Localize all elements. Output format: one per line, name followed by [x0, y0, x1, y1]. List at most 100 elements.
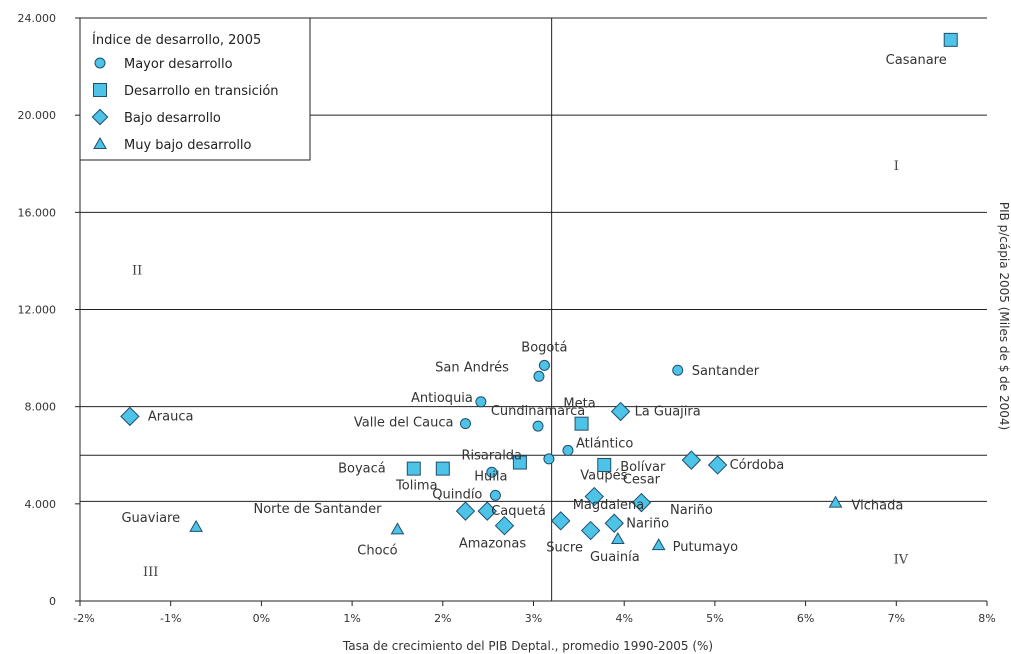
x-tick-label: -2%: [73, 612, 94, 625]
data-point-diamond: [494, 515, 515, 536]
data-point-square: [512, 455, 527, 470]
legend-entry-label: Desarrollo en transición: [124, 84, 279, 99]
data-points: [120, 32, 958, 551]
x-tick-label: 6%: [797, 612, 814, 625]
quadrant-label: IV: [894, 553, 909, 568]
x-axis-title: Tasa de crecimiento del PIB Deptal., pro…: [342, 639, 713, 653]
point-label: Bolívar: [620, 460, 666, 475]
point-label: Putumayo: [673, 540, 739, 555]
data-point-circle: [533, 370, 545, 382]
data-point-diamond: [120, 406, 140, 427]
data-point-circle: [489, 489, 501, 501]
point-label: Vichada: [852, 499, 904, 514]
legend: Índice de desarrollo, 2005 Mayor desarrol…: [79, 17, 311, 161]
data-point-circle: [562, 444, 574, 456]
x-tick-label: 5%: [706, 612, 723, 625]
y-tick-label: 4.000: [25, 498, 57, 511]
y-tick-label: 24.000: [18, 12, 57, 25]
tick-labels: -2% -1% 0% 1% 2% 3% 4% 5% 6% 7% 8% 0 4.000 8.000 12.00…: [18, 12, 996, 625]
data-point-square: [574, 416, 589, 431]
point-label: Nariño: [626, 516, 669, 531]
data-point-square: [597, 457, 612, 472]
data-point-diamond: [707, 455, 728, 475]
data-point-circle: [486, 466, 498, 478]
data-point-circle: [538, 359, 550, 371]
point-label: La Guajira: [635, 405, 701, 420]
data-point-triangle: [828, 495, 843, 508]
data-point-circle: [532, 420, 544, 432]
data-point-square: [406, 461, 421, 476]
data-point-diamond: [551, 511, 571, 531]
point-label: Cesar: [623, 473, 661, 488]
point-label: Nariño: [670, 503, 713, 518]
legend-title: Índice de desarrollo, 2005: [92, 32, 261, 48]
x-tick-label: 1%: [343, 612, 360, 625]
x-tick-label: 7%: [888, 612, 905, 625]
y-axis-title: PIB p/cápia 2005 (Miles de $ de 2004): [997, 202, 1011, 430]
legend-marker-circle: [94, 57, 106, 69]
x-tick-label: 2%: [434, 612, 451, 625]
data-point-triangle: [651, 538, 666, 551]
point-label: Córdoba: [730, 458, 785, 473]
x-tick-label: 8%: [978, 612, 995, 625]
point-label: Sucre: [546, 541, 583, 556]
x-tick-label: 4%: [615, 612, 632, 625]
point-label: Guainía: [590, 550, 640, 565]
point-label: Quindío: [432, 487, 482, 502]
data-point-diamond: [580, 520, 601, 541]
data-point-diamond: [584, 486, 604, 507]
y-tick-label: 16.000: [18, 206, 57, 219]
point-label: Valle del Cauca: [354, 416, 454, 431]
quadrant-label: III: [143, 565, 158, 580]
legend-entry-label: Muy bajo desarrollo: [124, 138, 252, 153]
y-tick-label: 12.000: [18, 304, 57, 317]
point-label: Amazonas: [459, 537, 527, 552]
point-label: Meta: [563, 397, 595, 412]
point-label: San Andrés: [435, 360, 509, 375]
data-point-circle: [672, 364, 684, 376]
legend-entry-label: Bajo desarrollo: [124, 111, 221, 126]
data-point-circle: [475, 396, 487, 408]
point-label: Cundinamarca: [491, 404, 585, 419]
point-label: Atlántico: [576, 436, 633, 451]
quadrant-label: II: [132, 264, 142, 279]
y-tick-label: 20.000: [18, 109, 57, 122]
point-label: Boyacá: [338, 462, 386, 477]
legend-box: [79, 17, 311, 161]
point-label: Magdalena: [573, 498, 644, 513]
data-point-diamond: [631, 492, 652, 513]
point-label: Norte de Santander: [253, 502, 382, 517]
point-label: Bogotá: [521, 340, 567, 355]
point-label: Risaralda: [462, 448, 523, 463]
point-label: Arauca: [148, 409, 194, 424]
data-point-circle: [543, 453, 555, 465]
y-tick-label: 8.000: [25, 401, 57, 414]
y-tick-label: 0: [49, 595, 56, 608]
legend-entry-label: Mayor desarrollo: [124, 57, 233, 72]
data-point-diamond: [604, 513, 624, 533]
data-point-square: [943, 32, 958, 47]
x-tick-label: 3%: [525, 612, 542, 625]
data-point-triangle: [610, 532, 625, 545]
point-label: Tolima: [395, 479, 438, 494]
data-point-triangle: [390, 522, 405, 535]
legend-marker-square: [93, 83, 107, 97]
x-tick-label: -1%: [160, 612, 181, 625]
point-label: Caquetá: [491, 504, 546, 519]
data-point-square: [435, 461, 450, 476]
point-labels: Bogotá San Andrés Santander Antioquia Valle …: [121, 53, 946, 565]
data-point-triangle: [189, 519, 203, 532]
point-label: Santander: [692, 364, 760, 379]
point-label: Antioquia: [411, 391, 473, 406]
quadrant-label: I: [894, 159, 899, 174]
data-point-diamond: [477, 501, 497, 521]
point-label: Chocó: [357, 543, 397, 558]
point-label: Huila: [474, 470, 507, 485]
point-label: Casanare: [886, 53, 947, 68]
point-label: Guaviare: [121, 511, 180, 526]
data-point-diamond: [681, 450, 702, 470]
point-label: Vaupés: [580, 469, 627, 484]
x-tick-label: 0%: [253, 612, 270, 625]
